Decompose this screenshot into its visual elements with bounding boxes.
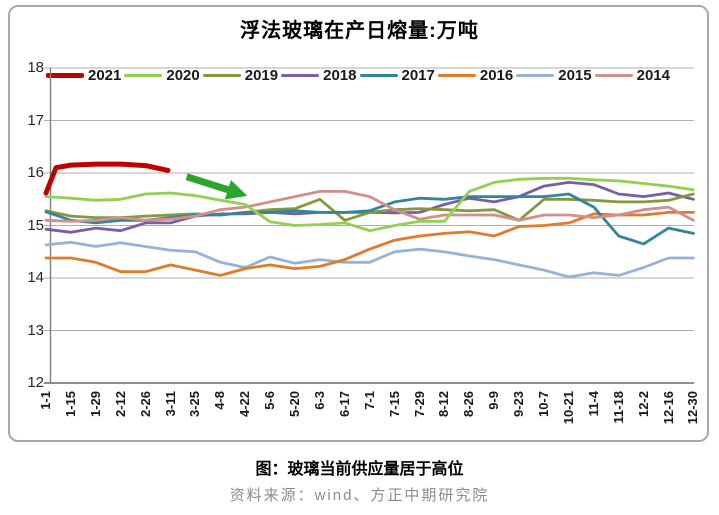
chart-title: 浮法玻璃在产日熔量:万吨 bbox=[240, 20, 479, 42]
x-tick-label: 4-22 bbox=[237, 391, 253, 418]
x-tick-label: 12-2 bbox=[635, 391, 651, 418]
x-tick-label: 8-12 bbox=[436, 391, 452, 418]
legend-item-2014: 2014 bbox=[594, 66, 670, 84]
legend-label: 2020 bbox=[166, 66, 200, 84]
series-line-2020 bbox=[44, 176, 695, 233]
x-tick-label: 12-16 bbox=[660, 391, 676, 425]
series-line-2014 bbox=[44, 189, 695, 223]
legend-line-swatch bbox=[516, 73, 555, 77]
y-tick-label: 12 bbox=[27, 374, 44, 391]
y-tick-label: 16 bbox=[27, 164, 44, 181]
legend-item-2019: 2019 bbox=[202, 66, 279, 84]
chart-caption: 图：玻璃当前供应量居于高位 bbox=[255, 461, 464, 478]
x-tick-label: 5-20 bbox=[287, 391, 302, 418]
y-tick-label: 18 bbox=[27, 59, 44, 76]
legend-line-swatch bbox=[46, 72, 84, 78]
x-tick-label: 5-6 bbox=[262, 391, 278, 410]
chart-frame bbox=[8, 5, 709, 442]
legend-item-2016: 2016 bbox=[437, 66, 514, 84]
x-tick-label: 6-3 bbox=[311, 391, 327, 410]
legend-line-swatch bbox=[202, 73, 241, 77]
x-tick-label: 10-7 bbox=[536, 391, 551, 418]
x-tick-label: 11-18 bbox=[610, 391, 626, 424]
legend-item-2020: 2020 bbox=[124, 66, 200, 84]
x-tick-label: 3-11 bbox=[162, 391, 178, 417]
arrow-annotation bbox=[185, 173, 248, 200]
x-tick-label: 6-17 bbox=[336, 391, 352, 418]
legend-label: 2018 bbox=[323, 66, 357, 84]
series-line-2015 bbox=[44, 240, 695, 279]
x-tick-label: 9-23 bbox=[511, 391, 527, 418]
x-tick-label: 1-29 bbox=[87, 391, 103, 418]
series-line-2016 bbox=[44, 210, 695, 277]
y-tick-label: 15 bbox=[27, 216, 44, 234]
legend-item-2015: 2015 bbox=[516, 66, 592, 84]
x-tick-label: 1-1 bbox=[38, 391, 53, 410]
legend-label: 2016 bbox=[479, 66, 514, 84]
legend-item-2021: 2021 bbox=[46, 67, 121, 84]
annotation-arrow bbox=[185, 173, 248, 200]
y-tick-label: 14 bbox=[27, 269, 44, 286]
series-line-2019 bbox=[44, 192, 695, 222]
legend-item-2017: 2017 bbox=[359, 66, 435, 84]
series-lines bbox=[43, 161, 695, 279]
x-tick-label: 4-8 bbox=[212, 391, 228, 410]
legend-line-swatch bbox=[437, 73, 476, 77]
x-tick-label: 7-29 bbox=[411, 391, 427, 418]
x-tick-label: 3-25 bbox=[187, 391, 203, 418]
x-tick-label: 8-26 bbox=[461, 391, 477, 418]
legend-label: 2015 bbox=[558, 66, 592, 84]
x-tick-label: 7-1 bbox=[361, 391, 377, 410]
x-tick-label: 11-4 bbox=[585, 391, 601, 417]
legend: 2021 2020 2019 2018 2017 2016 2015 2014 bbox=[46, 66, 670, 84]
series-line-2018 bbox=[44, 180, 695, 234]
x-tick-label: 2-26 bbox=[137, 391, 153, 418]
gridlines bbox=[44, 67, 694, 384]
legend-label: 2019 bbox=[244, 66, 279, 84]
series-line-2021 bbox=[43, 161, 171, 196]
x-tick-label: 9-9 bbox=[486, 391, 502, 410]
legend-label: 2021 bbox=[88, 66, 122, 84]
legend-item-2018: 2018 bbox=[281, 66, 357, 84]
legend-line-swatch bbox=[281, 73, 320, 77]
legend-label: 2014 bbox=[636, 66, 670, 84]
legend-label: 2017 bbox=[401, 66, 435, 84]
legend-line-swatch bbox=[594, 73, 633, 77]
y-tick-label: 13 bbox=[27, 321, 44, 339]
x-tick-label: 1-15 bbox=[62, 391, 78, 418]
y-tick-label: 17 bbox=[27, 111, 44, 129]
legend-line-swatch bbox=[359, 73, 398, 77]
x-tick-label: 2-12 bbox=[112, 391, 128, 418]
x-tick-label: 7-15 bbox=[386, 391, 402, 418]
data-source: 资料来源：wind、方正中期研究院 bbox=[229, 487, 490, 504]
x-tick-label: 10-21 bbox=[560, 391, 576, 425]
legend-line-swatch bbox=[124, 73, 163, 77]
x-tick-label: 12-30 bbox=[685, 391, 701, 425]
